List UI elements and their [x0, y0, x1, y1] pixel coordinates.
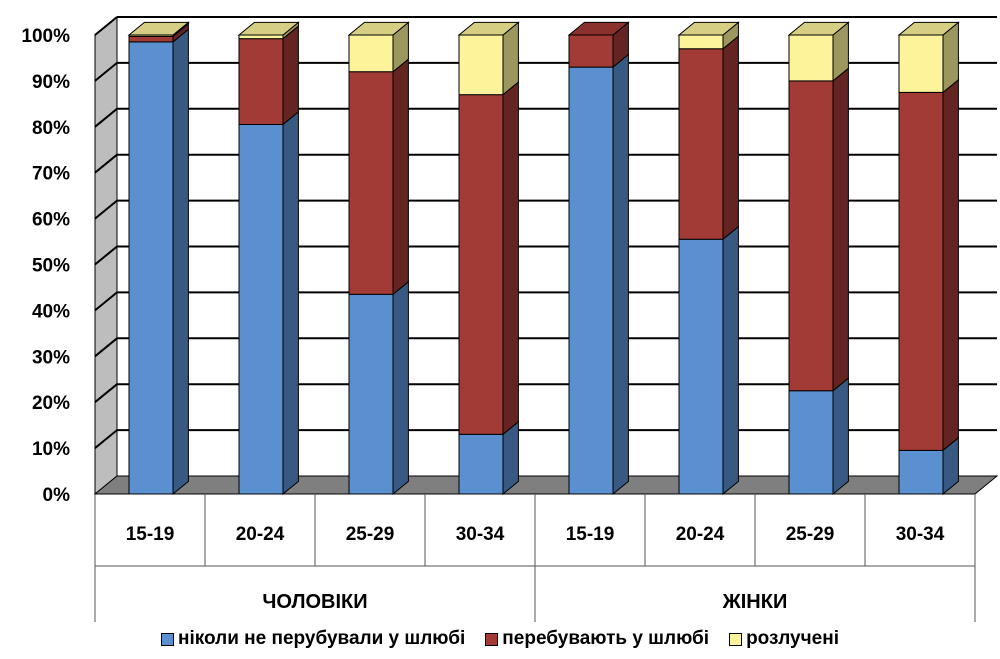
legend-label-never-married: ніколи не перубували у шлюбі: [178, 628, 466, 649]
legend-swatch-yellow: [729, 632, 743, 646]
y-tick-label: 20%: [32, 393, 70, 414]
bar-25-29-top: [347, 21, 410, 36]
bar-25-29-series-0-side: [832, 377, 849, 496]
legend-label-married: перебувають у шлюбі: [502, 628, 710, 649]
bar-20-24-top: [677, 21, 740, 36]
category-label: 15-19: [566, 524, 615, 545]
bar-15-19-series-1-front: [568, 34, 614, 68]
y-tick-label: 40%: [32, 301, 70, 322]
category-label: 20-24: [236, 524, 285, 545]
bar-25-29-series-1-side: [392, 58, 409, 296]
bar-30-34-top: [457, 21, 520, 36]
bar-15-19-series-1-front: [128, 35, 174, 43]
bar-20-24-series-0-front: [238, 124, 284, 495]
category-label: 25-29: [346, 524, 395, 545]
legend-swatch-blue: [161, 632, 174, 646]
gridline-side: [94, 199, 118, 220]
bar-30-34-top: [897, 21, 960, 36]
gridline-side: [94, 337, 118, 358]
gridline-side: [94, 383, 118, 403]
bar-15-19-top: [127, 21, 190, 36]
bar-20-24-series-0-side: [722, 225, 739, 496]
y-tick-label: 90%: [32, 72, 70, 93]
y-tick-label: 60%: [32, 210, 70, 231]
bar-25-29-series-0-side: [392, 280, 409, 496]
bar-25-29-series-0-front: [788, 390, 834, 495]
bar-30-34-series-2-front: [898, 34, 944, 93]
bar-30-34-series-1-front: [458, 94, 504, 435]
bar-15-19-series-0-front: [568, 66, 614, 495]
group-label: ЖІНКИ: [722, 591, 788, 613]
legend-swatch-red: [485, 632, 499, 646]
legend-label-divorced: розлучені: [746, 628, 839, 649]
y-tick-label: 30%: [32, 347, 70, 368]
gridline-side: [94, 108, 118, 128]
bar-15-19-top: [567, 21, 630, 36]
bar-25-29-series-0-front: [348, 293, 394, 495]
bar-20-24-series-0-front: [678, 238, 724, 495]
bar-25-29-series-2-front: [348, 34, 394, 73]
bar-15-19-series-0-side: [172, 28, 189, 496]
bar-15-19-series-0-front: [128, 41, 174, 495]
legend-item-divorced: розлучені: [729, 628, 839, 650]
gridline-side: [94, 245, 118, 266]
gridline-side: [94, 153, 118, 174]
bar-20-24-series-1-front: [238, 38, 284, 126]
floor: [93, 475, 999, 495]
y-tick-label: 10%: [32, 439, 70, 460]
bar-25-29-series-1-front: [348, 71, 394, 295]
gridline-side: [94, 429, 118, 449]
bar-25-29-series-2-front: [788, 34, 834, 82]
y-tick-label: 70%: [32, 164, 70, 185]
bar-25-29-series-1-front: [788, 80, 834, 392]
bar-20-24-series-1-side: [282, 25, 299, 126]
gridline-side: [94, 62, 118, 82]
gridline-side: [94, 16, 118, 36]
y-tick-label: 0%: [43, 485, 71, 506]
category-label: 25-29: [786, 524, 835, 545]
bar-30-34-series-0-front: [458, 433, 504, 495]
y-tick-label: 80%: [32, 118, 70, 139]
bar-20-24-series-1-side: [722, 35, 739, 241]
bar-20-24-series-2-front: [678, 34, 724, 50]
bar-20-24-series-2-front: [238, 34, 284, 40]
category-label: 15-19: [126, 524, 175, 545]
category-label: 30-34: [896, 524, 945, 545]
bar-30-34-series-1-side: [502, 81, 519, 436]
bar-25-29-top: [787, 21, 850, 36]
y-tick-label: 100%: [21, 26, 70, 47]
legend-item-married: перебувають у шлюбі: [485, 628, 709, 650]
bar-15-19-series-0-side: [612, 53, 629, 496]
gridline-side: [94, 291, 118, 312]
bar-30-34-series-0-front: [898, 449, 944, 495]
y-tick-label: 50%: [32, 256, 70, 277]
group-label: ЧОЛОВІКИ: [262, 591, 367, 613]
bar-25-29-series-1-side: [832, 67, 849, 392]
legend-item-never-married: ніколи не перубували у шлюбі: [161, 628, 465, 650]
category-label: 30-34: [456, 524, 505, 545]
bar-20-24-series-1-front: [678, 48, 724, 240]
bar-30-34-series-1-front: [898, 91, 944, 451]
bar-30-34-series-2-front: [458, 34, 504, 96]
legend: ніколи не перубували у шлюбі перебувають…: [0, 628, 1000, 650]
bar-20-24-series-0-side: [282, 110, 299, 496]
bar-20-24-top: [237, 21, 300, 36]
category-label: 20-24: [676, 524, 725, 545]
bar-30-34-series-1-side: [942, 78, 959, 452]
